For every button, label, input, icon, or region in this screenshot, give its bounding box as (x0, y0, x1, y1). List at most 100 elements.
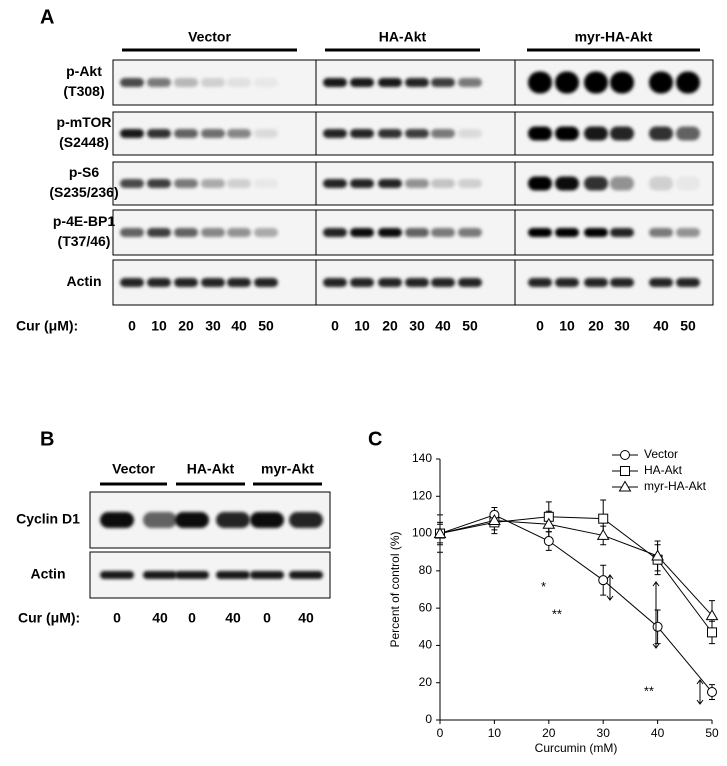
band (350, 179, 374, 188)
x-tick-label: 50 (705, 726, 719, 740)
x-tick-label: 0 (437, 726, 444, 740)
row-label: (T37/46) (58, 233, 111, 249)
row-label: Actin (31, 566, 66, 582)
band (350, 129, 374, 138)
row-label: (S235/236) (49, 184, 118, 200)
marker (707, 627, 717, 638)
band (458, 78, 482, 87)
dose: 30 (409, 318, 425, 334)
band (431, 179, 455, 188)
band (174, 278, 198, 287)
marker (652, 621, 663, 632)
band (174, 78, 198, 87)
dose: 0 (536, 318, 544, 334)
band (405, 228, 429, 237)
y-tick-label: 20 (419, 675, 433, 689)
band (120, 129, 144, 138)
band (676, 126, 700, 141)
row-label: p-Akt (66, 63, 102, 79)
y-tick-label: 60 (419, 600, 433, 614)
dose: 40 (231, 318, 247, 334)
marker (598, 513, 609, 524)
y-tick-label: 80 (419, 563, 433, 577)
band (649, 126, 673, 141)
band (216, 571, 250, 579)
row-label: p-mTOR (57, 114, 112, 130)
band (378, 228, 402, 237)
annotation-arrow (696, 679, 704, 705)
series-line (439, 514, 713, 693)
band (431, 278, 455, 287)
band (676, 278, 700, 287)
dose: 20 (178, 318, 194, 334)
dose: 50 (462, 318, 478, 334)
marker (433, 527, 447, 539)
band (676, 228, 700, 237)
band (254, 228, 278, 237)
band (174, 228, 198, 237)
band (323, 78, 347, 87)
annotation: ** (644, 683, 654, 698)
band (528, 176, 552, 191)
band (458, 278, 482, 287)
dose: 10 (559, 318, 575, 334)
band (201, 179, 225, 188)
band (323, 278, 347, 287)
panel-label: A (40, 6, 54, 28)
x-tick-label: 40 (651, 726, 665, 740)
annotation-arrow (606, 574, 614, 601)
band (431, 228, 455, 237)
band (289, 571, 323, 579)
band (201, 78, 225, 87)
band (120, 78, 144, 87)
band (555, 228, 579, 237)
band (147, 179, 171, 188)
annotation: * (541, 579, 546, 594)
marker (707, 687, 717, 698)
panel-label: B (40, 428, 54, 450)
band (120, 278, 144, 287)
x-tick-label: 20 (542, 726, 556, 740)
dose: 50 (680, 318, 696, 334)
dose: 0 (331, 318, 339, 334)
band (528, 126, 552, 141)
row-label: p-S6 (69, 164, 100, 180)
band (405, 129, 429, 138)
band (227, 278, 251, 287)
marker (618, 480, 632, 492)
group-label: Vector (112, 461, 155, 477)
band (350, 78, 374, 87)
band (174, 179, 198, 188)
x-tick-label: 30 (597, 726, 611, 740)
x-axis-label: Curcumin (mM) (535, 741, 618, 755)
band (649, 176, 673, 191)
band (431, 78, 455, 87)
band (528, 278, 552, 287)
band (610, 278, 634, 287)
band (584, 126, 608, 141)
band (610, 71, 634, 94)
band (227, 129, 251, 138)
marker (542, 517, 556, 529)
marker (543, 536, 554, 547)
y-tick-label: 120 (412, 488, 432, 502)
group-label: HA-Akt (187, 461, 235, 477)
band (254, 278, 278, 287)
band (405, 78, 429, 87)
dose: 0 (263, 610, 271, 626)
group-label: Vector (188, 29, 231, 45)
band (227, 179, 251, 188)
band (528, 228, 552, 237)
band (350, 278, 374, 287)
dose: 20 (588, 318, 604, 334)
band (350, 228, 374, 237)
marker (598, 575, 609, 586)
band (147, 78, 171, 87)
group-label: myr-Akt (261, 461, 314, 477)
dose: 10 (354, 318, 370, 334)
dose: 40 (653, 318, 669, 334)
y-tick-label: 40 (419, 638, 433, 652)
legend-label: myr-HA-Akt (644, 479, 707, 493)
y-tick-label: 140 (412, 451, 432, 465)
legend-label: Vector (644, 447, 678, 461)
